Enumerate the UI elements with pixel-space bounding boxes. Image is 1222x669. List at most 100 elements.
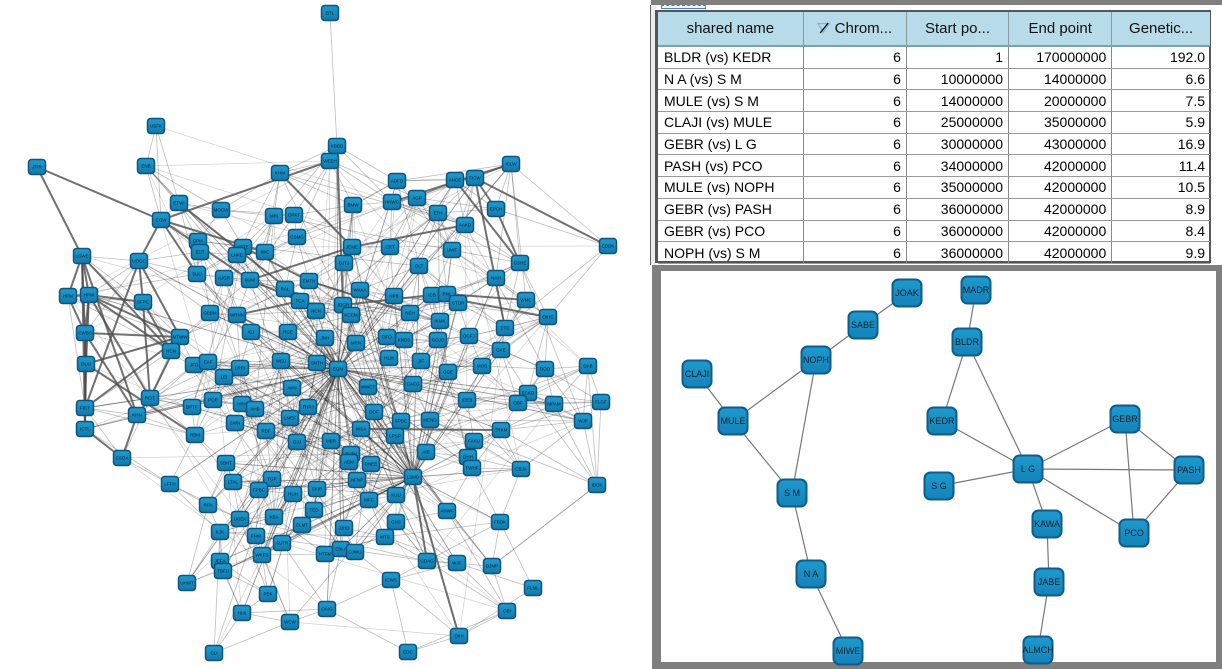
svg-text:ICJ: ICJ: [248, 330, 255, 335]
svg-text:LEI: LEI: [221, 375, 228, 380]
svg-text:FBDK: FBDK: [494, 520, 506, 525]
svg-text:AHB: AHB: [250, 407, 259, 412]
svg-text:AKN: AKN: [287, 386, 296, 391]
svg-text:GEBR: GEBR: [1112, 414, 1138, 424]
svg-text:COW: COW: [156, 218, 168, 223]
svg-text:OBI: OBI: [503, 609, 511, 614]
svg-text:HTFM: HTFM: [319, 552, 332, 557]
svg-text:ANWF: ANWF: [440, 509, 453, 514]
svg-text:S G: S G: [931, 481, 947, 491]
svg-text:JIF: JIF: [418, 359, 425, 364]
svg-text:TGP: TGP: [267, 477, 276, 482]
svg-text:LFFH: LFFH: [164, 482, 175, 487]
svg-text:TBFU: TBFU: [217, 569, 229, 574]
svg-text:KUU: KUU: [391, 493, 401, 498]
svg-text:SKIR: SKIR: [312, 487, 323, 492]
svg-text:RNL: RNL: [442, 292, 451, 297]
svg-text:JEFA: JEFA: [215, 559, 226, 564]
svg-text:CSOA: CSOA: [116, 456, 129, 461]
svg-text:NAH: NAH: [491, 276, 501, 281]
svg-text:WJC: WJC: [452, 561, 462, 566]
svg-text:MTS: MTS: [380, 535, 390, 540]
svg-text:GBBM: GBBM: [203, 311, 217, 316]
svg-text:BPTF: BPTF: [186, 405, 198, 410]
svg-text:HPM: HPM: [63, 294, 73, 299]
svg-text:NPB: NPB: [389, 294, 398, 299]
svg-text:WSA: WSA: [356, 427, 366, 432]
svg-text:KBBD: KBBD: [331, 144, 344, 149]
svg-text:ABM: ABM: [344, 460, 354, 465]
svg-text:MOS: MOS: [477, 364, 487, 369]
svg-text:THPJ: THPJ: [302, 405, 313, 410]
svg-text:KCCM: KCCM: [344, 313, 358, 318]
svg-text:DFO: DFO: [382, 335, 392, 340]
svg-text:OBF: OBF: [513, 401, 523, 406]
svg-text:KBA: KBA: [269, 515, 278, 520]
svg-text:IKMK: IKMK: [434, 319, 445, 324]
svg-text:KHM: KHM: [275, 171, 285, 176]
svg-text:FNW: FNW: [251, 534, 262, 539]
svg-text:KAWA: KAWA: [1034, 519, 1060, 529]
svg-text:UWF: UWF: [447, 248, 457, 253]
svg-text:LSMD: LSMD: [407, 475, 420, 480]
svg-text:GKE: GKE: [496, 348, 506, 353]
svg-text:EAF: EAF: [204, 360, 213, 365]
svg-text:TRKM: TRKM: [495, 428, 508, 433]
svg-text:WEEH: WEEH: [323, 159, 337, 164]
svg-text:OJJ: OJJ: [293, 440, 301, 445]
svg-text:DJMP: DJMP: [486, 564, 498, 569]
svg-text:UGEK: UGEK: [234, 517, 247, 522]
svg-text:MOCW: MOCW: [214, 208, 229, 213]
svg-text:IWC: IWC: [261, 250, 270, 255]
svg-text:KNDS: KNDS: [398, 338, 411, 343]
svg-text:CDDK: CDDK: [602, 244, 615, 249]
svg-text:HRA: HRA: [237, 402, 247, 407]
svg-text:MPAM: MPAM: [547, 402, 560, 407]
svg-text:JTIR: JTIR: [32, 165, 42, 170]
svg-text:SFPC: SFPC: [137, 300, 150, 305]
svg-text:POR: POR: [208, 398, 219, 403]
svg-text:MFC: MFC: [364, 498, 374, 503]
svg-text:ANGE: ANGE: [449, 178, 462, 183]
svg-text:N A: N A: [804, 569, 819, 579]
svg-text:MJW: MJW: [245, 278, 256, 283]
svg-text:AAKD: AAKD: [459, 223, 472, 228]
svg-text:JNH: JNH: [321, 336, 330, 341]
svg-text:HCN: HCN: [166, 349, 176, 354]
svg-text:DCFJ: DCFJ: [463, 334, 475, 339]
svg-text:EBLA: EBLA: [335, 547, 347, 552]
svg-text:PASH: PASH: [1177, 465, 1201, 475]
svg-text:DNEE: DNEE: [365, 462, 378, 467]
svg-text:DHH: DHH: [463, 455, 473, 460]
svg-text:WAKA: WAKA: [353, 288, 366, 293]
svg-text:SWN: SWN: [230, 421, 241, 426]
svg-text:HNWC: HNWC: [385, 200, 400, 205]
svg-text:UHWT: UHWT: [180, 581, 194, 586]
svg-text:GSHE: GSHE: [514, 261, 527, 266]
svg-text:RBM: RBM: [190, 433, 200, 438]
svg-text:ICB: ICB: [428, 293, 436, 298]
svg-text:LMEF: LMEF: [284, 416, 296, 421]
svg-text:BLDR: BLDR: [955, 337, 980, 347]
svg-text:LPSP: LPSP: [389, 434, 401, 439]
svg-text:ALMCH: ALMCH: [1022, 645, 1054, 655]
svg-text:OAIG: OAIG: [321, 607, 333, 612]
svg-text:JFD: JFD: [190, 363, 199, 368]
svg-text:ADFO: ADFO: [391, 179, 404, 184]
svg-text:WCW: WCW: [284, 620, 296, 625]
svg-text:HUH: HUH: [288, 492, 298, 497]
svg-text:RBF: RBF: [262, 429, 271, 434]
svg-text:DOF: DOF: [369, 410, 379, 415]
svg-text:CLI: CLI: [210, 651, 217, 656]
svg-text:AGP: AGP: [412, 196, 422, 201]
svg-text:ECKD: ECKD: [522, 391, 535, 396]
svg-text:TED: TED: [310, 508, 320, 513]
svg-text:IOEB: IOEB: [462, 398, 473, 403]
svg-text:JDGR: JDGR: [337, 303, 350, 308]
svg-text:L G: L G: [1021, 464, 1035, 474]
svg-text:LRRI: LRRI: [235, 366, 245, 371]
svg-text:HLK: HLK: [238, 611, 247, 616]
svg-text:MRN: MRN: [351, 341, 361, 346]
svg-text:SPBC: SPBC: [395, 419, 408, 424]
svg-text:CRT: CRT: [385, 245, 394, 250]
